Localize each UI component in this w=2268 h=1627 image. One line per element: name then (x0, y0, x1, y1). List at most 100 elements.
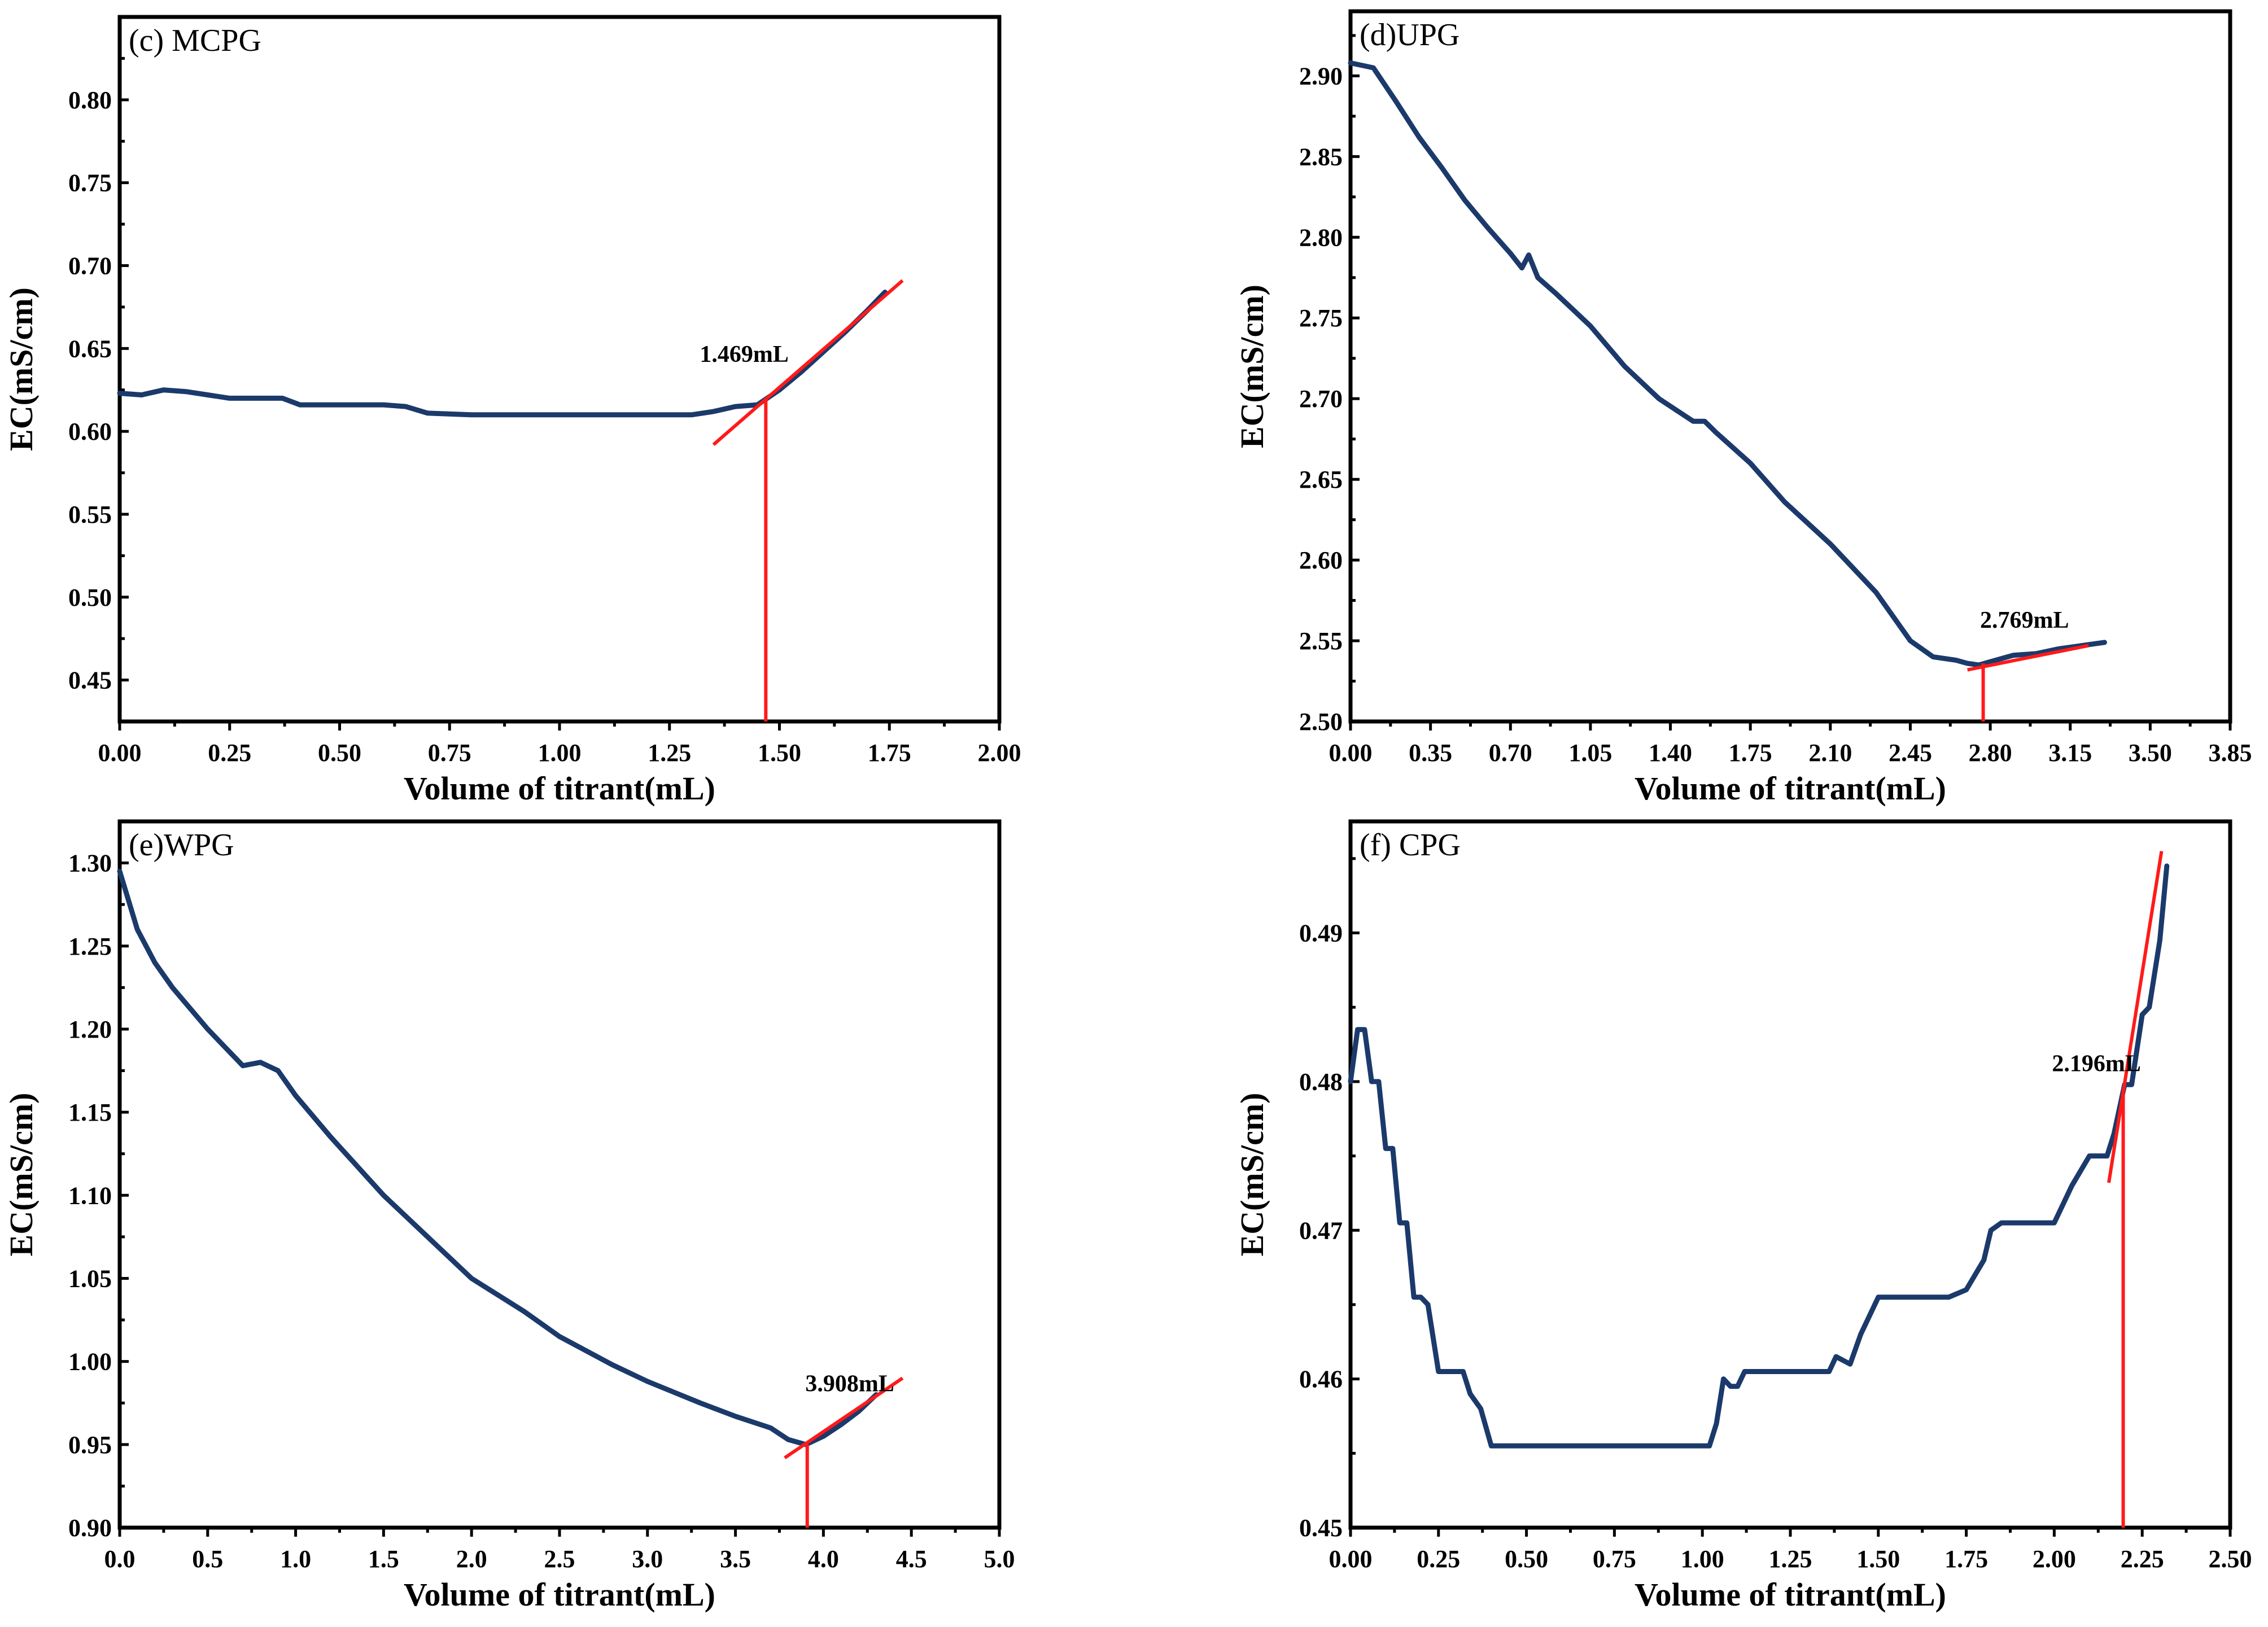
y-tick-label: 0.65 (68, 335, 112, 362)
x-tick-label: 0.00 (98, 739, 142, 767)
x-tick-label: 2.00 (2033, 1545, 2076, 1573)
y-axis-label: EC(mS/cm) (1234, 285, 1270, 448)
series-line (1348, 863, 2170, 1449)
series-line (117, 868, 879, 1447)
y-tick-label: 1.15 (68, 1099, 112, 1126)
plot-frame (117, 819, 1002, 1530)
y-tick-label: 2.75 (1299, 304, 1343, 332)
x-tick-label: 1.25 (1769, 1545, 1812, 1573)
x-tick-label: 5.0 (984, 1545, 1015, 1573)
x-axis-label: Volume of titrant(mL) (404, 770, 715, 807)
x-axis-label: Volume of titrant(mL) (1635, 1576, 1946, 1613)
x-tick-label: 1.75 (1944, 1545, 1988, 1573)
y-tick-label: 0.48 (1299, 1068, 1343, 1096)
plot-frame (1348, 9, 2232, 724)
x-tick-label: 2.45 (1889, 739, 1932, 767)
panel-upg: 0.00 0.35 0.70 1.05 1.40 1.75 2.10 2.45 2.80 3.15… (1234, 9, 2252, 807)
series-line (1348, 60, 2107, 668)
x-axis-label: Volume of titrant(mL) (1635, 770, 1946, 807)
x-tick-label: 0.75 (1593, 1545, 1636, 1573)
x-tick-label: 3.50 (2129, 739, 2172, 767)
x-tick-label: 0.75 (428, 739, 471, 767)
x-tick-label: 2.10 (1808, 739, 1852, 767)
y-tick-label: 0.47 (1299, 1217, 1343, 1244)
x-tick-label: 0.00 (1329, 739, 1373, 767)
x-tick-label: 1.0 (280, 1545, 311, 1573)
y-tick-label: 1.05 (68, 1265, 112, 1292)
x-tick-label: 0.25 (208, 739, 251, 767)
x-tick-label: 0.00 (1329, 1545, 1373, 1573)
y-tick-label: 1.20 (68, 1016, 112, 1043)
x-tick-label: 2.50 (2209, 1545, 2252, 1573)
y-tick-label: 0.80 (68, 86, 112, 114)
x-tick-label: 0.50 (1505, 1545, 1548, 1573)
fit-line (1967, 644, 2089, 672)
x-tick-label: 4.5 (896, 1545, 927, 1573)
y-axis-label: EC(mS/cm) (1234, 1093, 1270, 1257)
y-tick-label: 1.30 (68, 850, 112, 877)
endpoint-label: 2.769mL (1980, 607, 2069, 633)
panel-mcpg: 0.00 0.25 0.50 0.75 1.00 1.25 1.50 1.75 2.00 0.45… (3, 15, 1021, 807)
x-tick-label: 3.0 (632, 1545, 663, 1573)
x-tick-label: 1.25 (648, 739, 691, 767)
panel-title: (d)UPG (1360, 18, 1459, 53)
y-tick-label: 2.55 (1299, 627, 1343, 655)
x-axis-label: Volume of titrant(mL) (404, 1576, 715, 1613)
x-tick-label: 0.0 (104, 1545, 136, 1573)
y-tick-label: 2.85 (1299, 143, 1343, 170)
x-tick-label: 1.05 (1568, 739, 1612, 767)
y-tick-label: 0.49 (1299, 920, 1343, 947)
x-tick-label: 4.0 (808, 1545, 839, 1573)
y-tick-label: 0.60 (68, 418, 112, 445)
x-tick-label: 2.25 (2121, 1545, 2164, 1573)
endpoint-label: 2.196mL (2052, 1051, 2141, 1077)
y-tick-label: 0.46 (1299, 1366, 1343, 1393)
x-tick-label: 0.35 (1409, 739, 1452, 767)
y-axis-label: EC(mS/cm) (3, 1093, 40, 1257)
x-tick-label: 0.5 (192, 1545, 223, 1573)
y-tick-label: 1.25 (68, 933, 112, 960)
x-tick-label: 2.80 (1969, 739, 2012, 767)
x-tick-label: 1.75 (1729, 739, 1772, 767)
x-tick-label: 2.5 (544, 1545, 575, 1573)
x-tick-label: 0.70 (1489, 739, 1532, 767)
x-tick-label: 2.00 (978, 739, 1021, 767)
y-tick-label: 0.55 (68, 501, 112, 528)
y-tick-label: 1.00 (68, 1348, 112, 1376)
panel-title: (e)WPG (129, 828, 234, 863)
x-tick-label: 3.15 (2048, 739, 2092, 767)
fit-line (2107, 851, 2164, 1183)
panel-wpg: 0.0 0.5 1.0 1.5 2.0 2.5 3.0 3.5 4.0 4.5 5.0 0.90 0.9… (3, 819, 1015, 1613)
fit-line (712, 279, 904, 446)
y-tick-label: 2.50 (1299, 708, 1343, 736)
y-tick-label: 0.75 (68, 169, 112, 197)
x-tick-label: 3.5 (720, 1545, 751, 1573)
x-tick-label: 0.50 (318, 739, 361, 767)
y-tick-label: 0.50 (68, 584, 112, 611)
x-tick-label: 0.25 (1417, 1545, 1460, 1573)
endpoint-label: 3.908mL (805, 1371, 894, 1397)
y-tick-label: 0.90 (68, 1514, 112, 1542)
plot-frame (117, 15, 1002, 724)
y-tick-label: 2.80 (1299, 224, 1343, 251)
y-tick-label: 1.10 (68, 1182, 112, 1209)
series-line (117, 290, 888, 418)
panel-title: (c) MCPG (129, 23, 261, 58)
y-tick-label: 2.90 (1299, 62, 1343, 90)
y-tick-label: 0.45 (1299, 1514, 1343, 1542)
y-tick-label: 2.70 (1299, 385, 1343, 413)
x-tick-label: 1.50 (1856, 1545, 1900, 1573)
x-tick-label: 3.85 (2209, 739, 2252, 767)
y-axis-label: EC(mS/cm) (3, 287, 40, 451)
fit-line (784, 1376, 904, 1459)
x-tick-label: 2.0 (456, 1545, 487, 1573)
panel-cpg: 0.00 0.25 0.50 0.75 1.00 1.25 1.50 1.75 2.00 2.25… (1234, 819, 2252, 1613)
x-tick-label: 1.00 (538, 739, 582, 767)
y-tick-label: 0.45 (68, 667, 112, 694)
endpoint-label: 1.469mL (700, 342, 789, 368)
panel-title: (f) CPG (1360, 828, 1461, 863)
x-tick-label: 1.00 (1681, 1545, 1724, 1573)
x-tick-label: 1.75 (868, 739, 911, 767)
y-tick-label: 0.70 (68, 252, 112, 279)
